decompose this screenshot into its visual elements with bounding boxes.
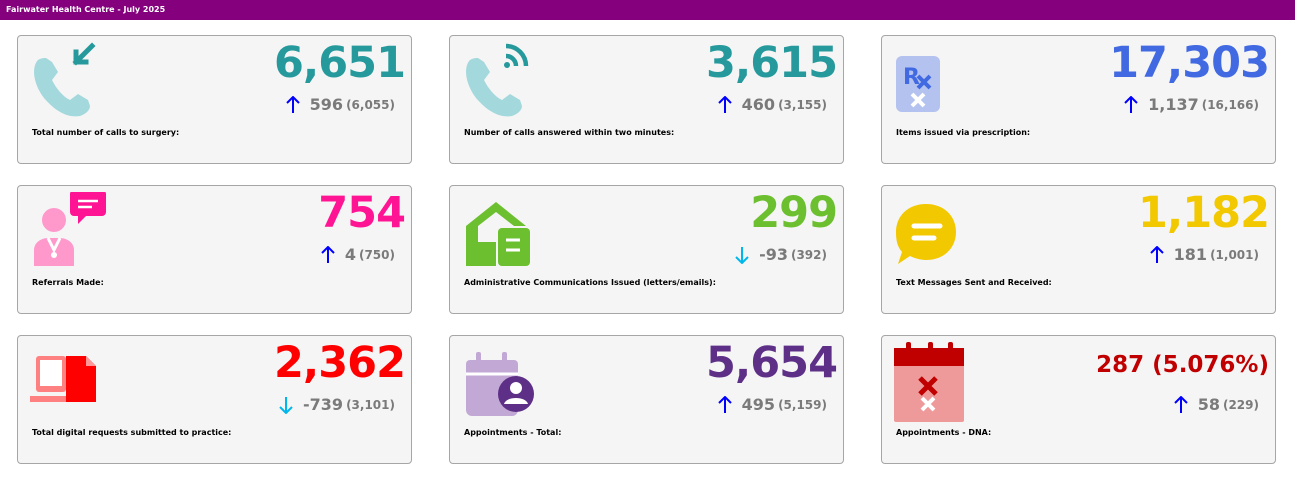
kpi-previous: (6,055) bbox=[346, 97, 395, 112]
kpi-card-text-messages: 1,182 181 (1,001) Text Messages Sent and … bbox=[881, 185, 1276, 314]
kpi-delta: 181 bbox=[1173, 245, 1208, 264]
kpi-card-prescriptions: R 17,303 1,137 (16,166) Items issued via … bbox=[881, 35, 1276, 164]
kpi-previous: (750) bbox=[358, 247, 395, 262]
kpi-label: Text Messages Sent and Received: bbox=[896, 278, 1052, 287]
prescription-icon: R bbox=[890, 42, 970, 122]
arrow-up-icon bbox=[1149, 245, 1164, 263]
kpi-previous: (3,101) bbox=[346, 397, 395, 412]
kpi-label: Total number of calls to surgery: bbox=[32, 128, 180, 137]
kpi-label: Number of calls answered within two minu… bbox=[464, 128, 675, 137]
svg-text:R: R bbox=[903, 65, 920, 90]
kpi-change: 181 (1,001) bbox=[1149, 244, 1259, 266]
kpi-card-appointments-dna: 287 (5.076%) 58 (229) Appointments - DNA: bbox=[881, 335, 1276, 464]
kpi-label: Items issued via prescription: bbox=[896, 128, 1031, 137]
kpi-value: 3,615 bbox=[705, 38, 838, 88]
arrow-up-icon bbox=[285, 95, 300, 113]
doctor-chat-icon bbox=[26, 190, 106, 272]
kpi-label: Total digital requests submitted to prac… bbox=[32, 428, 232, 437]
house-letter-icon bbox=[458, 192, 538, 272]
kpi-previous: (1,001) bbox=[1210, 247, 1259, 262]
kpi-delta: 4 bbox=[344, 245, 356, 264]
kpi-change: 596 (6,055) bbox=[285, 94, 395, 116]
arrow-up-icon bbox=[717, 95, 732, 113]
arrow-up-icon bbox=[717, 395, 732, 413]
kpi-previous: (5,159) bbox=[778, 397, 827, 412]
kpi-value: 1,182 bbox=[1137, 188, 1270, 238]
kpi-change: 460 (3,155) bbox=[717, 94, 827, 116]
kpi-card-calls-total: 6,651 596 (6,055) Total number of calls t… bbox=[17, 35, 412, 164]
kpi-change: 58 (229) bbox=[1173, 394, 1259, 416]
arrow-up-icon bbox=[321, 245, 335, 263]
digital-document-icon bbox=[26, 342, 106, 422]
kpi-value: 287 (5.076%) bbox=[1096, 352, 1269, 378]
arrow-down-icon bbox=[735, 246, 749, 264]
kpi-change: -739 (3,101) bbox=[279, 394, 395, 416]
kpi-label: Appointments - Total: bbox=[464, 428, 562, 437]
kpi-previous: (392) bbox=[790, 247, 827, 262]
page-title: Fairwater Health Centre - July 2025 bbox=[6, 5, 166, 14]
kpi-value: 6,651 bbox=[273, 38, 406, 88]
calendar-cross-icon bbox=[890, 342, 970, 422]
calendar-user-icon bbox=[458, 342, 538, 422]
kpi-change: 1,137 (16,166) bbox=[1124, 94, 1259, 116]
kpi-delta: 495 bbox=[741, 395, 776, 414]
kpi-delta: -93 bbox=[759, 245, 788, 264]
kpi-delta: 1,137 bbox=[1148, 95, 1199, 114]
kpi-label: Administrative Communications Issued (le… bbox=[464, 278, 716, 287]
kpi-card-calls-answered: 3,615 460 (3,155) Number of calls answere… bbox=[449, 35, 844, 164]
kpi-delta: -739 bbox=[303, 395, 344, 414]
kpi-change: 495 (5,159) bbox=[717, 394, 827, 416]
kpi-delta: 596 bbox=[309, 95, 344, 114]
arrow-up-icon bbox=[1124, 95, 1138, 113]
arrow-up-icon bbox=[1173, 395, 1188, 413]
kpi-previous: (16,166) bbox=[1201, 97, 1259, 112]
kpi-card-digital-requests: 2,362 -739 (3,101) Total digital requests… bbox=[17, 335, 412, 464]
kpi-card-admin-communications: 299 -93 (392) Administrative Communicatio… bbox=[449, 185, 844, 314]
kpi-change: 4 (750) bbox=[321, 244, 395, 266]
kpi-label: Appointments - DNA: bbox=[896, 428, 992, 437]
phone-incoming-icon bbox=[26, 42, 106, 122]
kpi-label: Referrals Made: bbox=[32, 278, 104, 287]
message-bubble-icon bbox=[890, 192, 970, 272]
kpi-value: 5,654 bbox=[705, 338, 838, 388]
kpi-card-appointments-total: 5,654 495 (5,159) Appointments - Total: bbox=[449, 335, 844, 464]
kpi-previous: (229) bbox=[1222, 397, 1259, 412]
kpi-value: 754 bbox=[318, 188, 406, 238]
kpi-card-referrals: 754 4 (750) Referrals Made: bbox=[17, 185, 412, 314]
kpi-value: 2,362 bbox=[273, 338, 406, 388]
kpi-previous: (3,155) bbox=[778, 97, 827, 112]
kpi-delta: 460 bbox=[741, 95, 776, 114]
header-bar: Fairwater Health Centre - July 2025 bbox=[0, 0, 1295, 20]
kpi-delta: 58 bbox=[1197, 395, 1220, 414]
phone-ringing-icon bbox=[458, 42, 538, 122]
kpi-value: 17,303 bbox=[1109, 38, 1270, 88]
arrow-down-icon bbox=[279, 396, 293, 414]
kpi-value: 299 bbox=[750, 188, 838, 238]
kpi-change: -93 (392) bbox=[735, 244, 827, 266]
